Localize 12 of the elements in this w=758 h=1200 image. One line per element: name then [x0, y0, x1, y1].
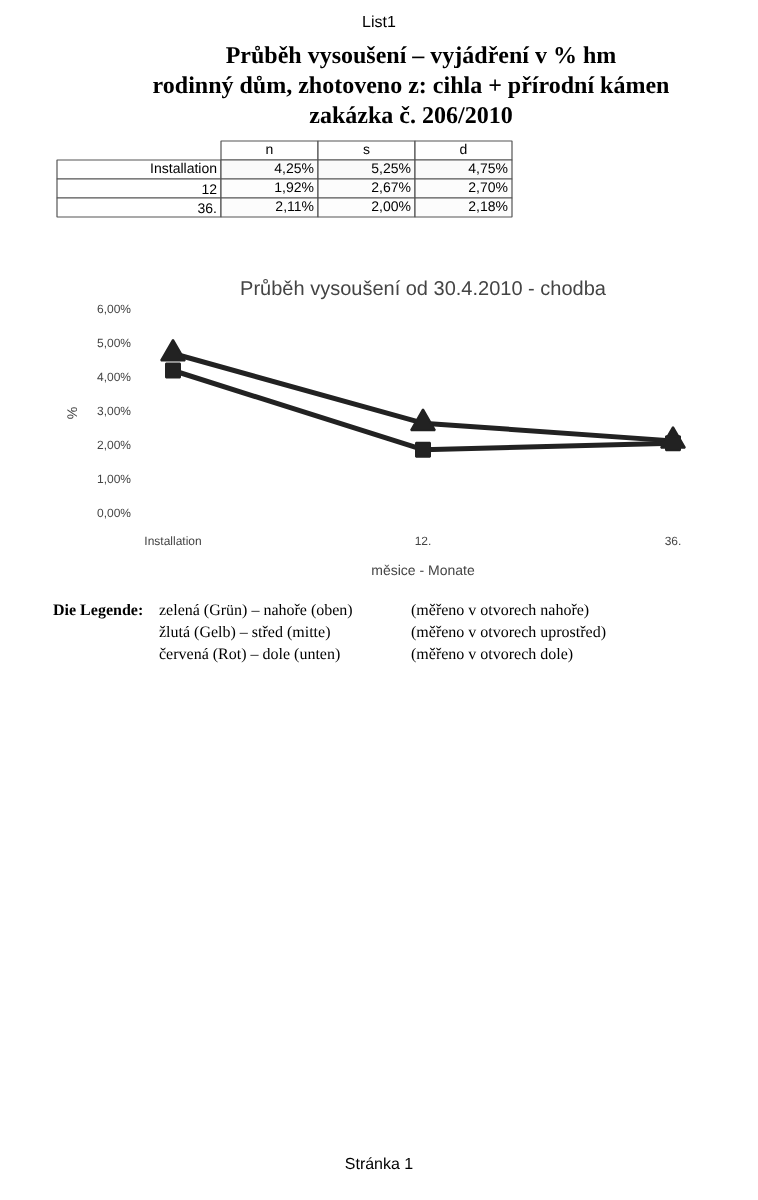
text: List1: [362, 13, 397, 31]
text: Stránka 1: [344, 1155, 415, 1173]
text: (měřeno v otvorech uprostřed): [411, 623, 607, 641]
chart-title: Průběh vysoušení od 30.4.2010 - chodba: [240, 277, 607, 301]
text: (měřeno v otvorech nahoře): [411, 601, 590, 619]
text: Die Legende:: [53, 601, 144, 619]
chart-title: Průběh vysoušení – vyjádření v % hm: [225, 41, 617, 69]
text: (měřeno v otvorech dole): [411, 645, 574, 663]
text: žlutá (Gelb) – střed (mitte): [159, 623, 332, 641]
text: zelená (Grün) – nahoře (oben): [159, 601, 354, 619]
text: červená (Rot) – dole (unten): [159, 645, 341, 663]
chart-subtitle: rodinný dům, zhotoveno z: cihla + přírodní kámen zakázka č. 206/2010: [152, 71, 671, 129]
